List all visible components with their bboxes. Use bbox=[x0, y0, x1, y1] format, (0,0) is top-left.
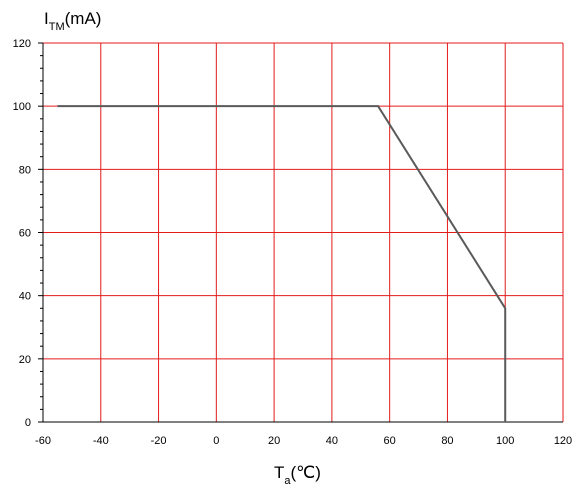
y-tick-label: 120 bbox=[13, 38, 31, 50]
y-tick-label: 60 bbox=[19, 228, 31, 240]
y-tick-labels: 0 20 40 60 80 100 120 bbox=[13, 38, 31, 429]
y-axis-label-unit: (mA) bbox=[65, 9, 102, 28]
x-tick-label: 100 bbox=[496, 435, 514, 447]
y-axis-label-main: I bbox=[44, 9, 49, 28]
x-tick-label: 60 bbox=[384, 435, 396, 447]
y-axis-label-sub: TM bbox=[49, 21, 65, 33]
x-axis-label: Ta(℃) bbox=[274, 463, 321, 487]
y-minor-ticks bbox=[38, 42, 43, 423]
x-axis-label-main: T bbox=[274, 463, 284, 482]
y-tick-label: 20 bbox=[19, 354, 31, 366]
x-tick-label: 120 bbox=[554, 435, 572, 447]
y-tick-label: 40 bbox=[19, 291, 31, 303]
x-tick-label: -20 bbox=[151, 435, 167, 447]
x-tick-label: -60 bbox=[35, 435, 51, 447]
x-tick-label: 20 bbox=[268, 435, 280, 447]
x-tick-label: 80 bbox=[441, 435, 453, 447]
y-tick-label: 0 bbox=[25, 417, 31, 429]
x-axis-label-sub: a bbox=[284, 475, 291, 487]
x-tick-label: 0 bbox=[213, 435, 219, 447]
x-tick-labels: -60 -40 -20 0 20 40 60 80 100 120 bbox=[35, 435, 572, 447]
y-tick-label: 100 bbox=[13, 101, 31, 113]
series-line bbox=[57, 105, 507, 422]
x-axis-label-unit: (℃) bbox=[291, 463, 321, 482]
x-tick-label: -40 bbox=[93, 435, 109, 447]
y-tick-label: 80 bbox=[19, 164, 31, 176]
y-axis-label: ITM(mA) bbox=[44, 9, 101, 33]
x-tick-label: 40 bbox=[326, 435, 338, 447]
series-layer bbox=[57, 105, 507, 422]
grid-lines bbox=[43, 42, 564, 422]
